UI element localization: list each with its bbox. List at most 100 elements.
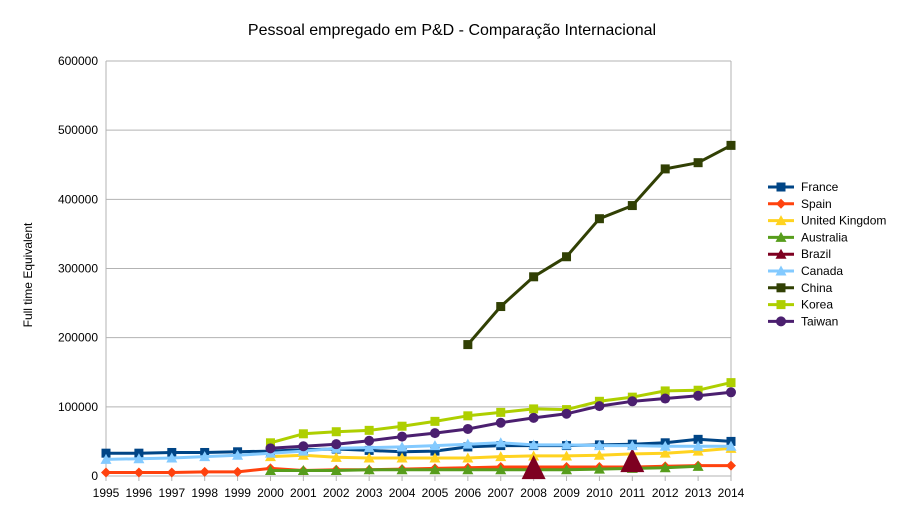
legend-marker xyxy=(776,316,786,327)
x-tick-label: 2010 xyxy=(586,486,613,500)
point-united-kingdom xyxy=(462,452,474,463)
point-canada xyxy=(363,442,375,453)
legend-marker xyxy=(776,198,786,209)
point-canada xyxy=(626,440,638,451)
point-canada xyxy=(659,440,671,451)
point-canada xyxy=(133,453,145,464)
point-canada xyxy=(593,440,605,451)
point-spain xyxy=(232,466,243,477)
legend-label: United Kingdom xyxy=(801,214,886,228)
legend-label: Spain xyxy=(801,197,832,211)
legend-marker xyxy=(775,265,787,276)
point-china xyxy=(726,140,736,150)
point-canada xyxy=(232,449,244,460)
series-line-china xyxy=(466,144,732,346)
legend-marker xyxy=(775,215,787,226)
point-korea xyxy=(331,427,341,437)
point-australia xyxy=(462,464,474,475)
legend-label: Australia xyxy=(801,230,848,244)
x-tick-label: 2005 xyxy=(422,486,449,500)
x-tick-label: 1997 xyxy=(158,486,185,500)
legend-item-spain: Spain xyxy=(768,197,832,211)
x-tick-label: 2012 xyxy=(652,486,679,500)
y-tick-label: 200000 xyxy=(58,331,98,345)
point-france xyxy=(101,448,111,458)
point-australia xyxy=(692,460,704,471)
legend-label: China xyxy=(801,281,833,295)
point-taiwan xyxy=(594,401,605,412)
x-tick-label: 2014 xyxy=(718,486,745,500)
legend-item-canada: Canada xyxy=(768,264,843,278)
point-korea xyxy=(364,425,374,435)
point-spain xyxy=(726,460,736,471)
point-china xyxy=(529,272,539,282)
point-canada xyxy=(462,438,474,449)
chart-title: Pessoal empregado em P&D - Comparação In… xyxy=(248,22,656,39)
point-korea xyxy=(397,421,407,431)
point-united-kingdom xyxy=(561,450,573,461)
series-line-canada xyxy=(105,441,731,461)
y-tick-label: 600000 xyxy=(58,54,98,68)
point-korea xyxy=(265,438,275,448)
legend-marker xyxy=(775,231,787,242)
point-canada xyxy=(199,451,211,462)
point-australia xyxy=(429,464,441,475)
point-korea xyxy=(660,386,670,396)
x-tick-label: 1998 xyxy=(191,486,218,500)
point-china xyxy=(660,164,670,174)
point-spain xyxy=(133,467,144,478)
x-tick-label: 2007 xyxy=(487,486,514,500)
x-tick-label: 2008 xyxy=(520,486,547,500)
legend-label: Korea xyxy=(801,298,833,312)
point-korea xyxy=(693,385,703,395)
point-canada xyxy=(692,440,704,451)
x-tick-label: 1995 xyxy=(93,486,120,500)
point-canada xyxy=(495,437,507,448)
point-china xyxy=(463,340,473,350)
series-united-kingdom xyxy=(264,442,737,463)
legend-label: France xyxy=(801,180,839,194)
point-france xyxy=(167,447,177,457)
point-korea xyxy=(298,429,308,439)
point-australia xyxy=(561,464,573,475)
point-brazil xyxy=(620,448,645,473)
point-united-kingdom xyxy=(593,449,605,460)
point-australia xyxy=(297,464,309,475)
legend: France Spain United Kingdom Australia Brazil… xyxy=(768,180,886,328)
point-france xyxy=(430,446,440,456)
y-tick-label: 400000 xyxy=(58,192,98,206)
legend-item-united-kingdom: United Kingdom xyxy=(768,214,886,228)
point-united-kingdom xyxy=(659,447,671,458)
point-korea xyxy=(496,407,506,417)
y-tick-label: 100000 xyxy=(58,400,98,414)
legend-item-brazil: Brazil xyxy=(768,247,831,261)
point-canada xyxy=(561,439,573,450)
point-united-kingdom xyxy=(429,452,441,463)
point-korea xyxy=(726,378,736,388)
point-australia xyxy=(330,464,342,475)
point-united-kingdom xyxy=(495,451,507,462)
x-tick-label: 2003 xyxy=(356,486,383,500)
point-taiwan xyxy=(429,428,440,439)
y-tick-label: 0 xyxy=(91,469,98,483)
legend-label: Brazil xyxy=(801,247,831,261)
legend-marker xyxy=(776,182,786,192)
legend-marker xyxy=(776,283,786,293)
point-taiwan xyxy=(397,431,408,442)
legend-marker xyxy=(776,300,786,310)
point-spain xyxy=(101,467,111,478)
legend-marker xyxy=(775,248,787,259)
x-tick-label: 2002 xyxy=(323,486,350,500)
point-taiwan xyxy=(660,393,671,404)
point-taiwan xyxy=(331,439,342,450)
x-tick-label: 2004 xyxy=(389,486,416,500)
point-australia xyxy=(363,464,375,475)
legend-item-china: China xyxy=(768,281,833,295)
point-china xyxy=(627,201,637,211)
point-taiwan xyxy=(627,396,638,407)
x-tick-label: 2006 xyxy=(454,486,481,500)
x-tick-label: 1999 xyxy=(224,486,251,500)
point-united-kingdom xyxy=(363,452,375,463)
point-taiwan xyxy=(265,443,276,454)
point-canada xyxy=(100,453,112,464)
